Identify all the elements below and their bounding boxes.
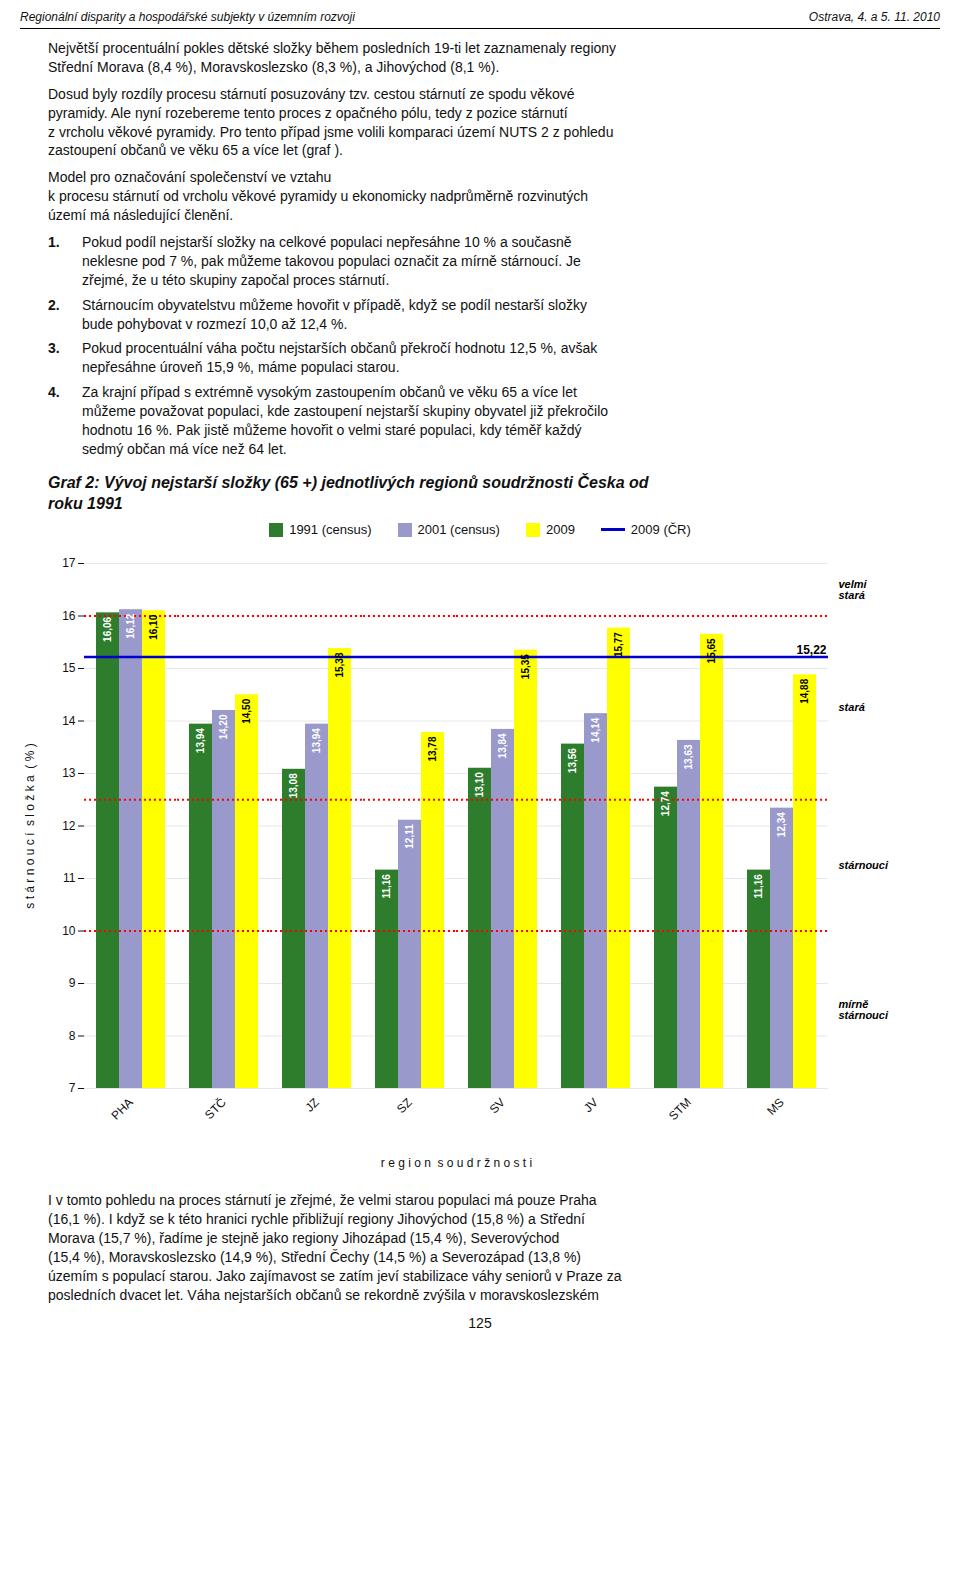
html-text:3.: 3. — [48, 340, 60, 357]
svg-text:16,12: 16,12 — [125, 614, 136, 639]
svg-text:9: 9 — [69, 977, 76, 991]
svg-text:r e g i o n s o u d r ž n o s: r e g i o n s o u d r ž n o s t i — [381, 1156, 532, 1170]
svg-text:s t á r n o u c í s l o ž k a: s t á r n o u c í s l o ž k a ( % ) — [23, 744, 37, 909]
html-text:Největší procentuální pokles d: Největší procentuální pokles dětské slož… — [48, 40, 617, 75]
svg-text:15,38: 15,38 — [334, 653, 345, 678]
svg-text:16,06: 16,06 — [102, 617, 113, 642]
svg-text:11,16: 11,16 — [753, 874, 764, 899]
html-text:Za krajní případ s extrémně vy: Za krajní případ s extrémně vysokým zast… — [82, 384, 609, 457]
html-text:Model pro označování společens: Model pro označování společenství ve vzt… — [48, 169, 588, 224]
html-text:Ostrava, 4. a 5. 11. 2010: Ostrava, 4. a 5. 11. 2010 — [808, 10, 940, 24]
svg-text:16: 16 — [62, 609, 76, 623]
svg-text:13,84: 13,84 — [497, 733, 508, 758]
html-text:Pokud podíl nejstarší složky n: Pokud podíl nejstarší složky na celkové … — [82, 234, 581, 288]
svg-text:12: 12 — [62, 819, 76, 833]
svg-text:16,10: 16,10 — [148, 615, 159, 640]
svg-text:17: 17 — [62, 557, 76, 571]
svg-text:15,65: 15,65 — [706, 638, 717, 663]
html-text:4.: 4. — [48, 384, 60, 401]
svg-text:15,35: 15,35 — [520, 654, 531, 679]
svg-text:12,74: 12,74 — [660, 791, 671, 816]
svg-text:velmistará: velmistará — [839, 578, 868, 601]
svg-text:14,88: 14,88 — [799, 679, 810, 704]
svg-text:13,63: 13,63 — [683, 744, 694, 769]
svg-text:STM: STM — [666, 1096, 694, 1124]
html-text:Stárnoucím obyvatelstvu můžeme: Stárnoucím obyvatelstvu můžeme hovořit v… — [82, 296, 587, 332]
svg-text:13: 13 — [62, 767, 76, 781]
svg-text:12,34: 12,34 — [776, 812, 787, 837]
svg-text:JZ: JZ — [303, 1096, 322, 1115]
svg-text:8: 8 — [69, 1029, 76, 1043]
svg-text:14,20: 14,20 — [218, 714, 229, 739]
svg-text:15,22: 15,22 — [796, 643, 826, 657]
html-text:Pokud procentuální váha počtu: Pokud procentuální váha počtu nejstaršíc… — [82, 340, 598, 376]
svg-text:7: 7 — [69, 1082, 76, 1096]
svg-text:JV: JV — [581, 1096, 601, 1116]
svg-text:12,11: 12,11 — [404, 824, 415, 849]
svg-text:13,94: 13,94 — [195, 728, 206, 753]
svg-text:11: 11 — [63, 872, 76, 886]
svg-text:13,10: 13,10 — [474, 772, 485, 797]
html-text:1.: 1. — [48, 234, 60, 250]
svg-text:11,16: 11,16 — [381, 874, 392, 899]
html-text:2.: 2. — [48, 296, 60, 313]
html-text:Regionální disparity a hospodá: Regionální disparity a hospodářské subje… — [20, 10, 355, 24]
html-text:Graf 2: Vývoj nejstarší složky: Graf 2: Vývoj nejstarší složky (65 +) je… — [48, 473, 649, 512]
svg-text:13,94: 13,94 — [311, 728, 322, 753]
svg-text:13,56: 13,56 — [567, 748, 578, 773]
html-text:1991 (census): 1991 (census) — [289, 522, 372, 538]
svg-text:MS: MS — [764, 1096, 787, 1119]
svg-text:14,14: 14,14 — [590, 718, 601, 743]
html-text:2009 (ČR): 2009 (ČR) — [630, 522, 691, 538]
svg-text:mírněstárnouci: mírněstárnouci — [839, 998, 889, 1021]
svg-text:PHA: PHA — [108, 1096, 135, 1123]
html-text:I v tomto pohledu na proces st: I v tomto pohledu na proces stárnutí je … — [48, 1192, 622, 1303]
svg-text:STČ: STČ — [201, 1095, 229, 1123]
svg-text:stárnouci: stárnouci — [839, 859, 889, 871]
svg-text:10: 10 — [62, 924, 76, 938]
html-text:Dosud byly rozdíly procesu stá: Dosud byly rozdíly procesu stárnutí posu… — [48, 85, 614, 159]
svg-text:SZ: SZ — [394, 1096, 415, 1117]
svg-text:15,77: 15,77 — [613, 632, 624, 657]
svg-text:13,08: 13,08 — [288, 773, 299, 798]
svg-text:15: 15 — [62, 662, 76, 676]
svg-text:14: 14 — [62, 714, 76, 728]
svg-text:stará: stará — [839, 702, 865, 714]
html-text:2009: 2009 — [545, 522, 575, 538]
svg-text:14,50: 14,50 — [241, 699, 252, 724]
svg-text:13,78: 13,78 — [427, 737, 438, 762]
html-text:125: 125 — [468, 1314, 492, 1331]
svg-text:SV: SV — [487, 1096, 508, 1117]
html-text:2001 (census): 2001 (census) — [417, 522, 500, 538]
